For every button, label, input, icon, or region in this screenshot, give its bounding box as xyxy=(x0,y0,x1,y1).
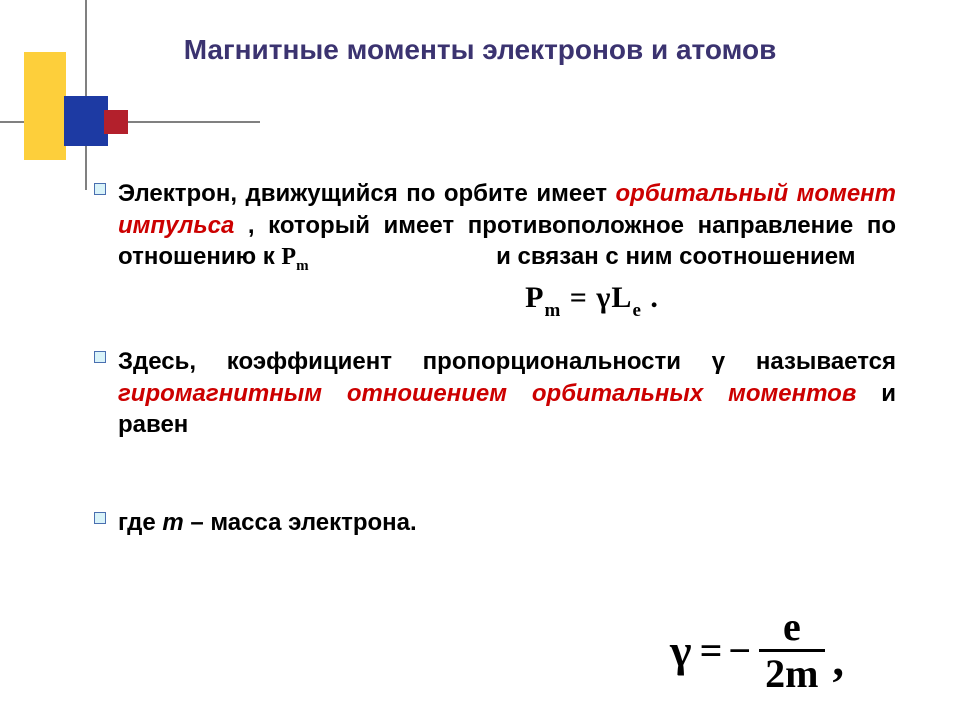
var-m: m xyxy=(162,509,183,536)
bullet-icon xyxy=(94,512,106,524)
slide-title: Магнитные моменты электронов и атомов xyxy=(0,32,960,68)
text-run: – масса электрона. xyxy=(184,509,417,536)
inline-symbol-pm: Pm xyxy=(281,242,489,277)
eq2-comma: , xyxy=(825,633,845,686)
eq-rhs-sub: e xyxy=(632,300,641,321)
eq2-negative: − xyxy=(728,627,759,674)
text-run: Электрон, движущийся по орбите имеет xyxy=(118,180,616,207)
eq-lhs-sub: m xyxy=(544,300,561,321)
corner-decoration xyxy=(0,0,260,190)
bullet-text: Здесь, коэффициент пропорциональности γ … xyxy=(118,346,896,441)
eq2-denominator: 2m xyxy=(759,652,824,694)
eq-end: . xyxy=(642,281,659,314)
eq-lhs-base: P xyxy=(525,281,544,314)
text-run: Здесь, коэффициент пропорциональности γ … xyxy=(118,348,896,375)
eq2-gamma: γ xyxy=(670,624,698,677)
eq-rhs-base: L xyxy=(611,281,632,314)
equation-gamma-fraction: γ = − e 2m , xyxy=(670,607,844,694)
slide-body: Электрон, движущийся по орбите имеет орб… xyxy=(118,178,896,565)
highlight-run: гиромагнитным отношением орбитальных мом… xyxy=(118,380,856,407)
equation-pm-gamma-le: Pm = γLe . xyxy=(288,281,896,320)
bullet-icon xyxy=(94,351,106,363)
eq2-fraction: e 2m xyxy=(759,607,824,694)
eq2-equals: = xyxy=(698,627,729,674)
eq-gamma: γ xyxy=(596,281,611,314)
bullet-item: Электрон, движущийся по орбите имеет орб… xyxy=(118,178,896,320)
bullet-icon xyxy=(94,183,106,195)
eq2-numerator: e xyxy=(773,607,811,649)
bullet-text: где m – масса электрона. xyxy=(118,507,896,539)
eq-equals: = xyxy=(561,281,596,314)
text-run: где xyxy=(118,509,162,536)
bullet-text: Электрон, движущийся по орбите имеет орб… xyxy=(118,178,896,277)
text-run: и связан с ним соотношением xyxy=(489,243,855,270)
bullet-item: где m – масса электрона. xyxy=(118,507,896,539)
bullet-item: Здесь, коэффициент пропорциональности γ … xyxy=(118,346,896,441)
